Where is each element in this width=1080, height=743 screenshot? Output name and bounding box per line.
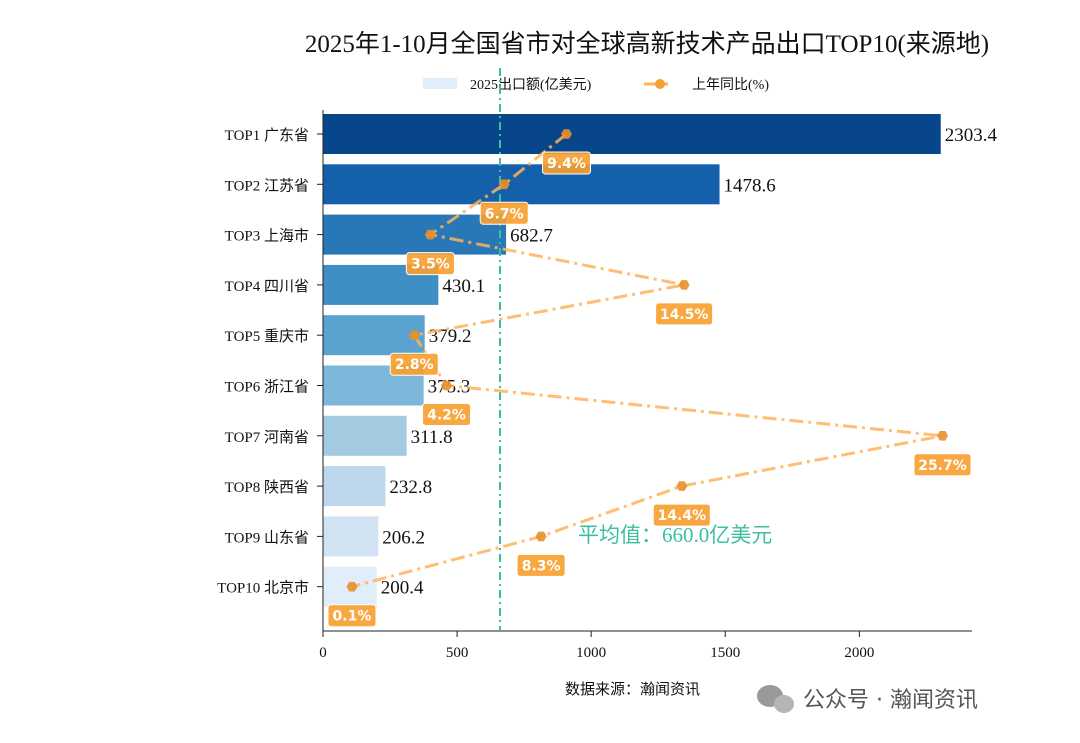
growth-label: 8.3% [522,558,561,574]
growth-label-box [652,503,711,527]
y-tick-label: TOP9 山东省 [225,529,309,546]
average-label: 平均值：660.0亿美元 [578,523,772,547]
growth-label: 9.4% [547,156,586,172]
growth-marker [561,129,572,139]
growth-label-box [327,604,377,628]
y-tick-label: TOP2 江苏省 [225,177,309,194]
bar-value-label: 379.2 [429,326,472,347]
growth-label: 14.4% [658,508,707,524]
growth-label: 14.5% [660,307,709,323]
growth-label: 0.1% [333,609,372,625]
bar [323,214,507,255]
growth-label-box [389,352,439,376]
bar [323,315,425,356]
bar-value-label: 2303.4 [945,125,998,146]
growth-label-box [655,302,714,326]
chart-title: 2025年1-10月全国省市对全球高新技术产品出口TOP10(来源地) [305,30,989,58]
legend-label-bar: 2025出口额(亿美元) [470,77,592,93]
growth-label-box [541,151,591,175]
x-tick-label: 2000 [844,645,874,661]
growth-label-box [479,201,529,225]
y-tick-label: TOP8 陕西省 [225,479,309,496]
growth-label-box [422,403,472,426]
legend: 2025出口额(亿美元) 上年同比(%) [423,77,769,93]
growth-marker [346,581,358,592]
growth-marker [424,229,436,240]
x-tick-label: 1500 [710,645,740,661]
y-tick-label: TOP1 广东省 [225,127,309,144]
watermark: 公众号 · 瀚闻资讯 [757,685,978,713]
x-tick-label: 1000 [576,645,606,661]
growth-label: 3.5% [411,257,450,273]
y-tick-label: TOP4 四川省 [225,278,309,295]
growth-marker [535,531,547,542]
y-tick-label: TOP5 重庆市 [225,328,309,345]
y-tick-label: TOP7 河南省 [225,429,309,446]
growth-marker [676,481,688,491]
bar [323,415,407,456]
growth-marker [678,280,690,290]
source-note: 数据来源：瀚闻资讯 [565,681,700,698]
growth-marker [498,179,510,190]
bar-value-label: 1478.6 [724,175,776,196]
bar [323,466,386,507]
x-tick-label: 500 [446,645,469,661]
bar-value-label: 430.1 [442,276,485,297]
growth-label-box [913,453,972,477]
growth-label: 4.2% [427,408,466,424]
bar [323,516,379,557]
y-tick-label: TOP6 浙江省 [225,379,309,396]
growth-label-box [516,553,566,577]
growth-label: 2.8% [395,357,434,373]
y-tick-label: TOP3 上海市 [225,228,309,245]
growth-label: 25.7% [918,458,967,474]
legend-marker [655,79,665,89]
bar-value-label: 232.8 [389,477,432,498]
growth-label-box [405,252,455,276]
bar-value-label: 200.4 [381,578,424,599]
bar [323,114,941,154]
legend-swatch-bar [423,78,457,89]
y-tick-label: TOP10 北京市 [217,580,309,597]
growth-marker [937,431,948,441]
x-tick-label: 0 [319,645,327,661]
watermark-text: 公众号 · 瀚闻资讯 [803,688,978,713]
wechat-icon-small [774,695,794,713]
bar-value-label: 682.7 [510,226,553,247]
growth-marker [408,330,420,340]
growth-marker [441,380,452,391]
bar-value-label: 206.2 [382,527,425,548]
bar-value-label: 311.8 [411,427,453,448]
growth-label: 6.7% [485,206,524,222]
legend-label-line: 上年同比(%) [692,77,769,93]
